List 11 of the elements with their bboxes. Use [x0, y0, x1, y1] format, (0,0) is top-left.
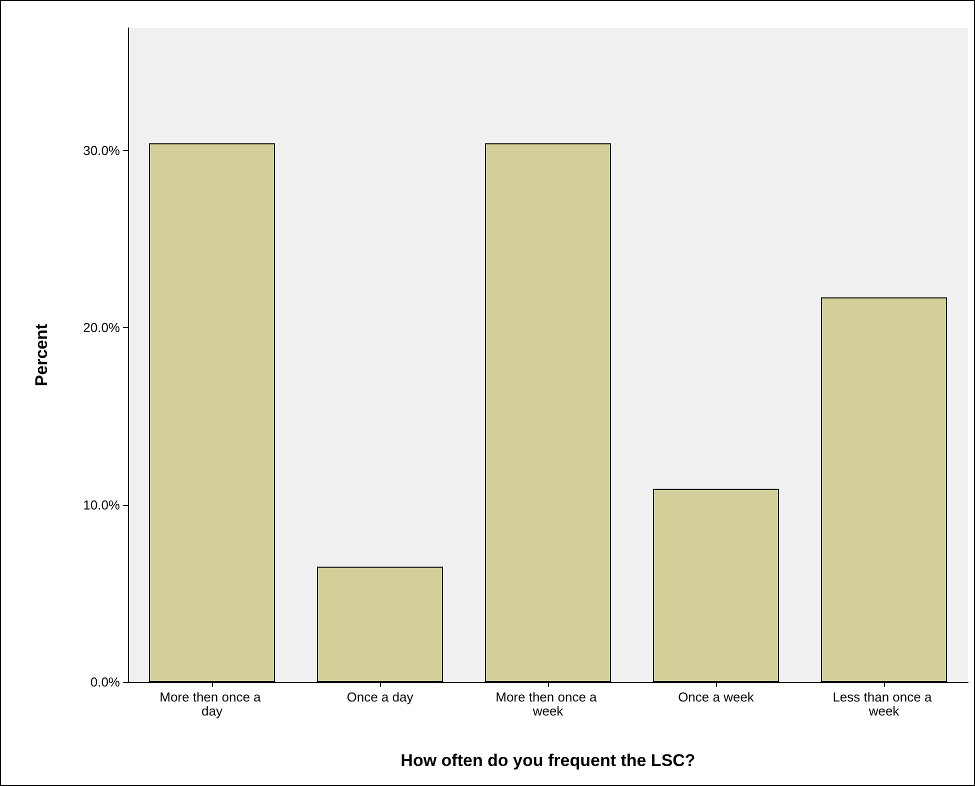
y-tick-label: 0.0%	[90, 674, 120, 690]
x-tick-label: Once a day	[346, 690, 414, 704]
x-tick-label: More then once a day	[160, 690, 264, 718]
y-tick-label: 10.0%	[83, 497, 120, 512]
x-tick-label: Less than once a week	[832, 690, 936, 718]
x-axis-title: How often do you frequent the LSC?	[400, 751, 696, 770]
y-axis-title: Percent	[32, 323, 51, 386]
y-tick-label: 20.0%	[83, 320, 120, 336]
x-tick-label: Once a week	[678, 690, 754, 704]
x-tick-label: More then once a week	[496, 690, 600, 718]
y-tick-label: 30.0%	[83, 142, 120, 158]
